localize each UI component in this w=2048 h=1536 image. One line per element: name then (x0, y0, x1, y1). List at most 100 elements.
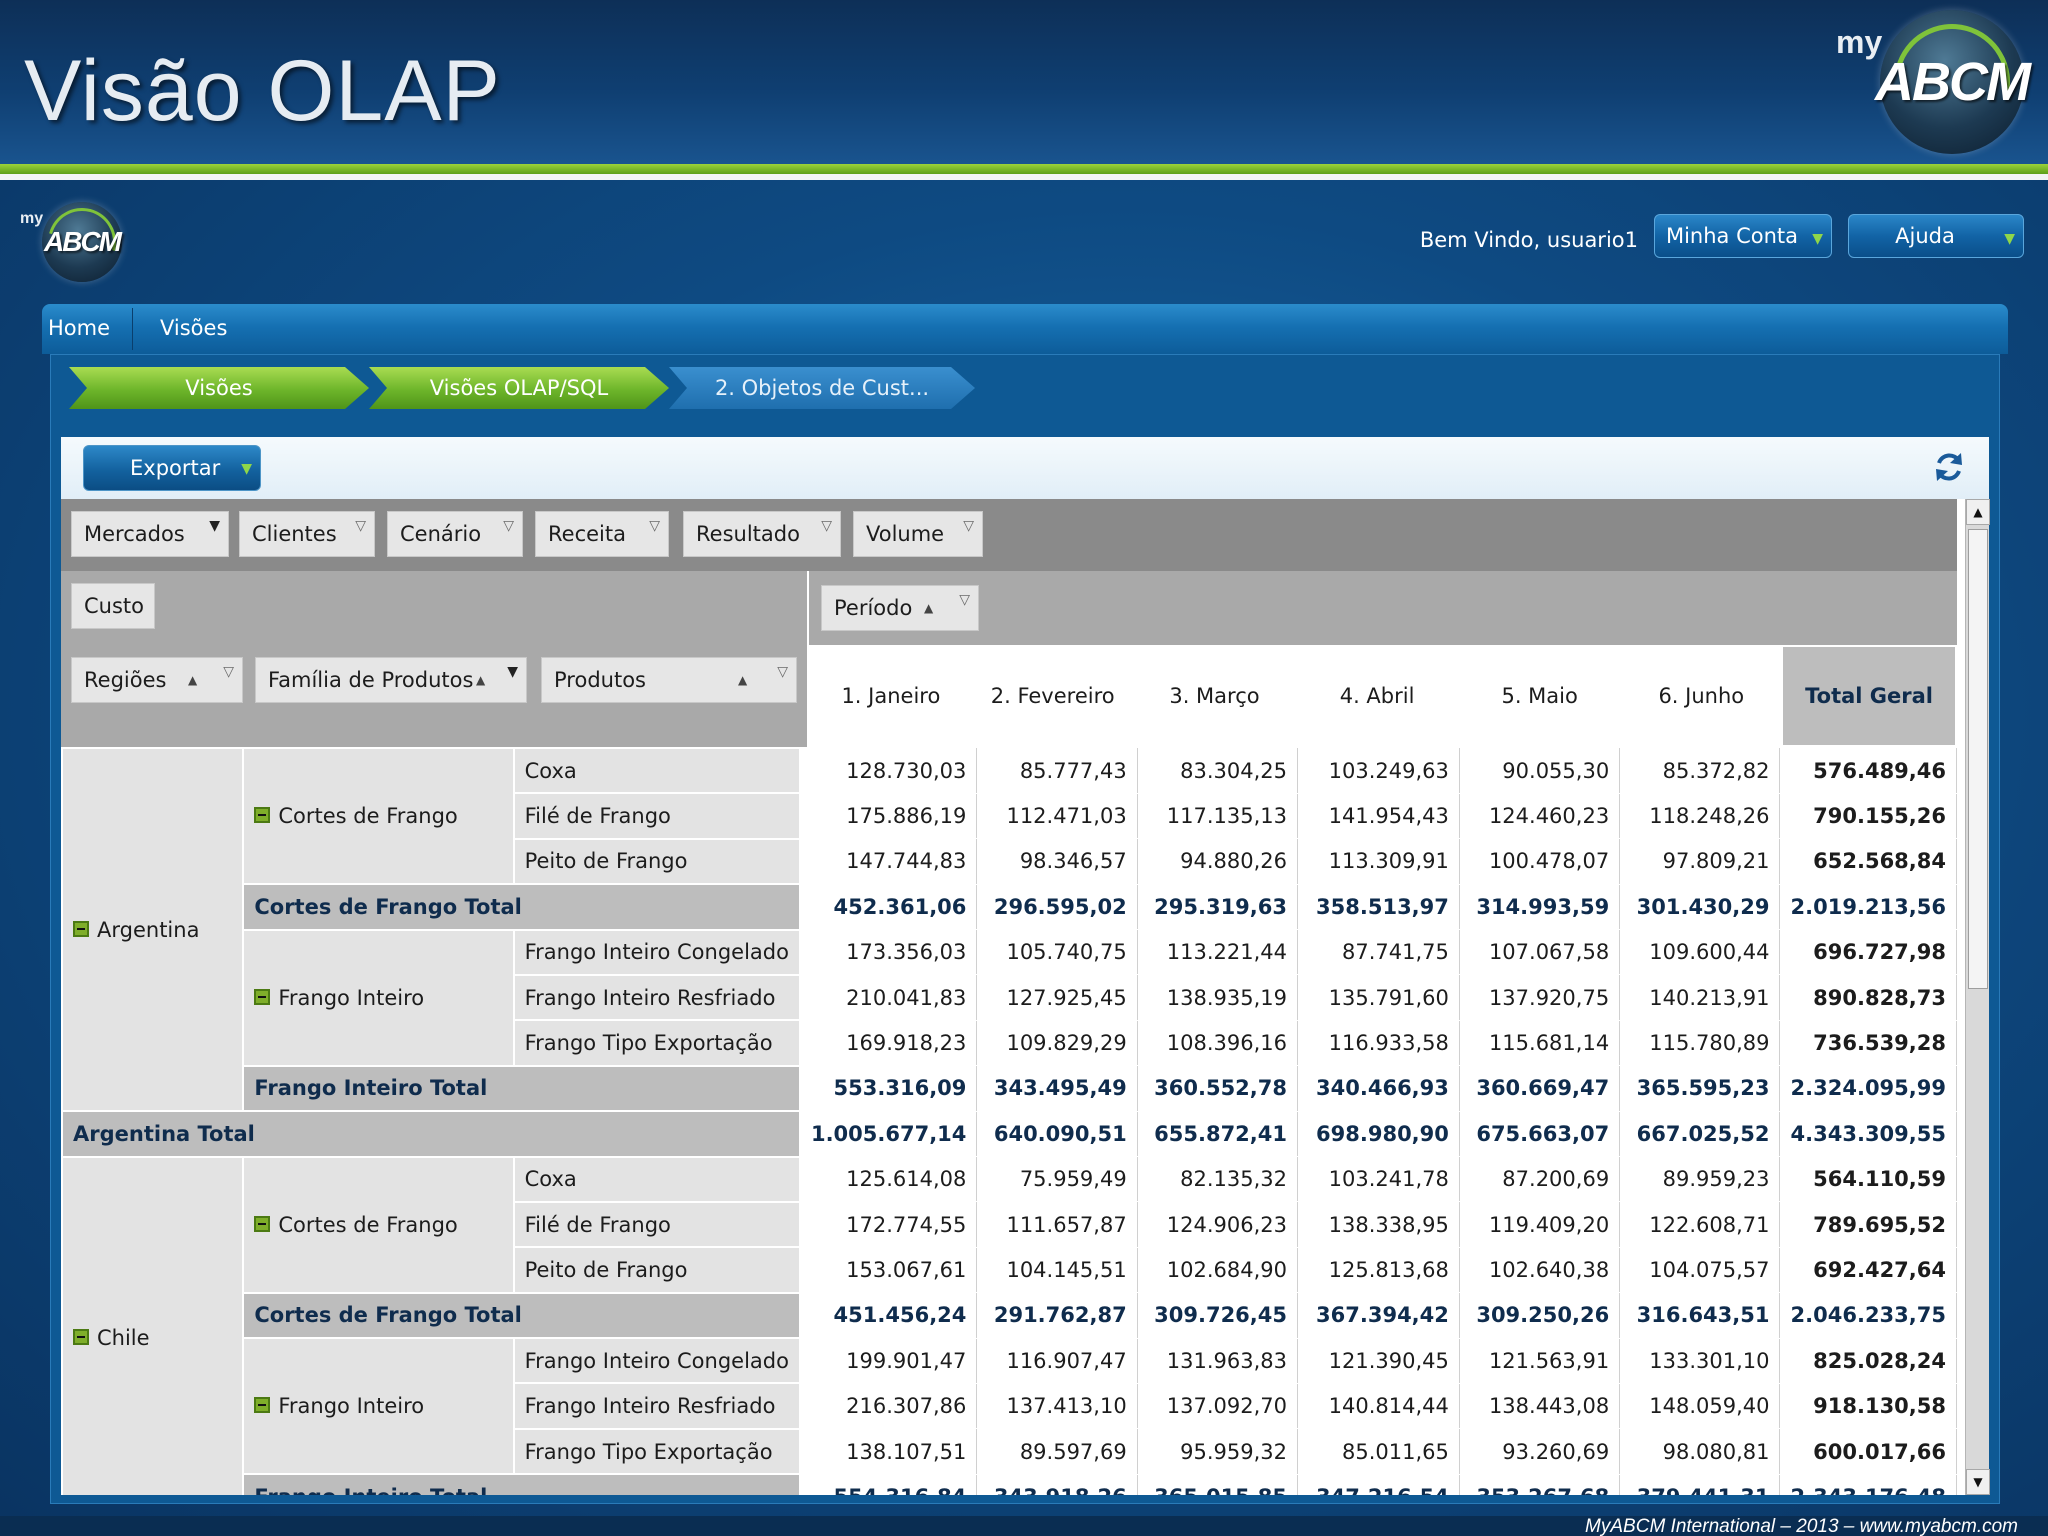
value-cell[interactable]: 138.935,19 (1137, 974, 1299, 1021)
row-header-product[interactable]: Frango Inteiro Resfriado (513, 973, 801, 1022)
value-cell[interactable]: 87.741,75 (1297, 929, 1460, 976)
filter-icon[interactable]: ▽ (223, 664, 234, 680)
value-cell[interactable]: 199.901,47 (799, 1337, 978, 1384)
total-value-cell[interactable]: 600.017,66 (1779, 1428, 1957, 1475)
value-cell[interactable]: 75.959,49 (976, 1156, 1138, 1203)
value-cell[interactable]: 125.614,08 (799, 1156, 978, 1203)
value-cell[interactable]: 108.396,16 (1137, 1019, 1299, 1067)
sort-ascending-icon[interactable]: ▲ (476, 673, 486, 687)
value-cell[interactable]: 137.092,70 (1137, 1382, 1299, 1430)
value-cell[interactable]: 85.372,82 (1619, 747, 1781, 794)
account-button[interactable]: Minha Conta ▼ (1654, 214, 1832, 258)
row-header-family[interactable]: Cortes de Frango (242, 1155, 515, 1294)
value-cell[interactable]: 85.777,43 (976, 747, 1138, 794)
value-cell[interactable]: 102.640,38 (1459, 1246, 1621, 1294)
value-cell[interactable]: 175.886,19 (799, 792, 978, 840)
row-header-product[interactable]: Filé de Frango (513, 1200, 801, 1249)
filter-field-mercados[interactable]: Mercados ▼ (71, 511, 229, 557)
value-cell[interactable]: 103.241,78 (1297, 1156, 1460, 1203)
row-header-family[interactable]: Cortes de Frango (242, 747, 515, 886)
value-cell[interactable]: 104.075,57 (1619, 1246, 1781, 1294)
value-cell[interactable]: 173.356,03 (799, 929, 978, 976)
value-cell[interactable]: 97.809,21 (1619, 838, 1781, 885)
value-cell[interactable]: 295.319,63 (1137, 883, 1299, 931)
value-cell[interactable]: 87.200,69 (1459, 1156, 1621, 1203)
value-cell[interactable]: 137.413,10 (976, 1382, 1138, 1430)
row-header-family[interactable]: Frango Inteiro (242, 928, 515, 1067)
filter-field-resultado[interactable]: Resultado ▽ (683, 511, 841, 557)
value-cell[interactable]: 553.316,09 (799, 1065, 978, 1112)
total-value-cell[interactable]: 918.130,58 (1779, 1382, 1957, 1430)
value-cell[interactable]: 89.597,69 (976, 1428, 1138, 1475)
filter-icon[interactable]: ▽ (503, 518, 514, 534)
value-cell[interactable]: 131.963,83 (1137, 1337, 1299, 1384)
value-cell[interactable]: 367.394,42 (1297, 1292, 1460, 1339)
value-cell[interactable]: 309.250,26 (1459, 1292, 1621, 1339)
total-value-cell[interactable]: 696.727,98 (1779, 929, 1957, 976)
value-cell[interactable]: 347.216,54 (1297, 1473, 1460, 1495)
value-cell[interactable]: 138.443,08 (1459, 1382, 1621, 1430)
total-value-cell[interactable]: 790.155,26 (1779, 792, 1957, 840)
row-header-product[interactable]: Frango Inteiro Resfriado (513, 1382, 801, 1430)
collapse-minus-icon[interactable] (254, 807, 271, 824)
total-value-cell[interactable]: 564.110,59 (1779, 1156, 1957, 1203)
value-cell[interactable]: 90.055,30 (1459, 747, 1621, 794)
row-field-regioes[interactable]: Regiões ▲ ▽ (71, 657, 243, 703)
value-cell[interactable]: 140.814,44 (1297, 1382, 1460, 1430)
value-cell[interactable]: 148.059,40 (1619, 1382, 1781, 1430)
value-cell[interactable]: 360.552,78 (1137, 1065, 1299, 1112)
total-value-cell[interactable]: 692.427,64 (1779, 1246, 1957, 1294)
value-cell[interactable]: 133.301,10 (1619, 1337, 1781, 1384)
value-cell[interactable]: 675.663,07 (1459, 1110, 1621, 1158)
filter-icon[interactable]: ▽ (959, 592, 970, 608)
value-cell[interactable]: 124.460,23 (1459, 792, 1621, 840)
value-cell[interactable]: 216.307,86 (799, 1382, 978, 1430)
filter-field-clientes[interactable]: Clientes ▽ (239, 511, 375, 557)
row-header-product[interactable]: Coxa (513, 1155, 801, 1203)
column-header[interactable]: 2. Fevereiro (970, 645, 1135, 747)
value-cell[interactable]: 125.813,68 (1297, 1246, 1460, 1294)
value-cell[interactable]: 127.925,45 (976, 974, 1138, 1021)
value-cell[interactable]: 98.346,57 (976, 838, 1138, 885)
value-cell[interactable]: 135.791,60 (1297, 974, 1460, 1021)
row-header-product[interactable]: Peito de Frango (513, 1246, 801, 1294)
value-cell[interactable]: 340.466,93 (1297, 1065, 1460, 1112)
column-header[interactable]: 1. Janeiro (809, 645, 973, 747)
value-cell[interactable]: 109.829,29 (976, 1019, 1138, 1067)
row-header-product[interactable]: Coxa (513, 747, 801, 795)
value-cell[interactable]: 291.762,87 (976, 1292, 1138, 1339)
value-cell[interactable]: 172.774,55 (799, 1201, 978, 1248)
value-cell[interactable]: 113.221,44 (1137, 929, 1299, 976)
value-cell[interactable]: 640.090,51 (976, 1110, 1138, 1158)
row-header-product[interactable]: Frango Tipo Exportação (513, 1019, 801, 1067)
row-header-region[interactable]: Argentina (61, 747, 245, 1113)
value-cell[interactable]: 451.456,24 (799, 1292, 978, 1339)
total-value-cell[interactable]: 2.046.233,75 (1779, 1292, 1957, 1339)
row-field-produtos[interactable]: Produtos ▲ ▽ (541, 657, 797, 703)
value-cell[interactable]: 360.669,47 (1459, 1065, 1621, 1112)
sort-ascending-icon[interactable]: ▲ (924, 601, 934, 615)
total-value-cell[interactable]: 2.019.213,56 (1779, 883, 1957, 931)
value-cell[interactable]: 343.495,49 (976, 1065, 1138, 1112)
breadcrumb-visoes[interactable]: Visões (69, 367, 369, 409)
filter-icon[interactable]: ▽ (777, 664, 788, 680)
collapse-minus-icon[interactable] (254, 1397, 271, 1414)
total-value-cell[interactable]: 4.343.309,55 (1779, 1110, 1957, 1158)
value-cell[interactable]: 301.430,29 (1619, 883, 1781, 931)
filter-icon[interactable]: ▼ (209, 518, 220, 534)
value-cell[interactable]: 104.145,51 (976, 1246, 1138, 1294)
row-header-product[interactable]: Peito de Frango (513, 837, 801, 886)
collapse-minus-icon[interactable] (254, 1215, 271, 1232)
value-cell[interactable]: 124.906,23 (1137, 1201, 1299, 1248)
scrollbar-thumb[interactable] (1968, 529, 1988, 989)
value-cell[interactable]: 115.681,14 (1459, 1019, 1621, 1067)
value-cell[interactable]: 85.011,65 (1297, 1428, 1460, 1475)
sort-ascending-icon[interactable]: ▲ (188, 673, 198, 687)
column-header[interactable]: 5. Maio (1457, 645, 1621, 747)
value-cell[interactable]: 138.107,51 (799, 1428, 978, 1475)
collapse-minus-icon[interactable] (73, 1329, 89, 1346)
value-cell[interactable]: 115.780,89 (1619, 1019, 1781, 1067)
app-logo[interactable]: ABCM (35, 195, 129, 289)
value-cell[interactable]: 210.041,83 (799, 974, 978, 1021)
value-cell[interactable]: 100.478,07 (1459, 838, 1621, 885)
